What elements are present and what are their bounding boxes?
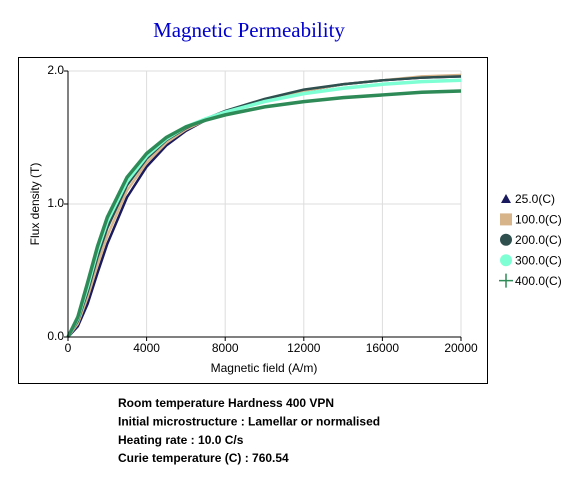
legend-label: 300.0(C) [515,253,562,267]
plot-lines [66,73,462,338]
legend: 25.0(C) 100.0(C) 200.0(C) 300.0(C) 400.0(C) [499,192,562,288]
legend-marker [500,254,512,267]
x-tick-label: 8000 [212,341,239,355]
legend-item: 200.0(C) [500,233,562,247]
legend-item: 400.0(C) [499,273,562,288]
notes: Room temperature Hardness 400 VPN Initial… [118,396,380,465]
series-line [66,78,462,338]
legend-marker [501,194,511,203]
series-line [66,73,462,338]
axes: 0 4000 8000 12000 16000 20000 0.0 1.0 2.0 [47,63,478,355]
legend-item: 100.0(C) [500,213,562,227]
chart-title: Magnetic Permeability [153,18,345,42]
x-tick-label: 12000 [287,341,321,355]
note: Heating rate : 10.0 C/s [118,433,244,447]
series-line [67,75,462,338]
chart-frame [18,57,488,384]
x-axis-label: Magnetic field (A/m) [211,361,318,375]
legend-item: 300.0(C) [500,253,562,267]
y-axis-label: Flux density (T) [28,163,42,246]
grid [67,70,462,338]
legend-label: 100.0(C) [515,213,562,227]
note: Room temperature Hardness 400 VPN [118,396,334,410]
x-tick-label: 0 [65,341,72,355]
legend-item: 25.0(C) [501,192,555,206]
x-tick-label: 20000 [444,341,478,355]
legend-label: 25.0(C) [515,192,555,206]
legend-label: 400.0(C) [515,274,562,288]
note: Initial microstructure : Lamellar or nor… [118,414,380,428]
note: Curie temperature (C) : 760.54 [118,451,289,465]
x-tick-label: 16000 [366,341,400,355]
legend-marker [499,273,513,288]
legend-marker [500,233,512,246]
x-tick-label: 4000 [133,341,160,355]
legend-label: 200.0(C) [515,233,562,247]
legend-marker [500,213,512,226]
series-line [66,89,462,338]
y-tick-label: 2.0 [47,63,64,77]
y-tick-label: 1.0 [47,196,64,210]
series-line [66,75,462,338]
y-tick-label: 0.0 [47,329,64,343]
